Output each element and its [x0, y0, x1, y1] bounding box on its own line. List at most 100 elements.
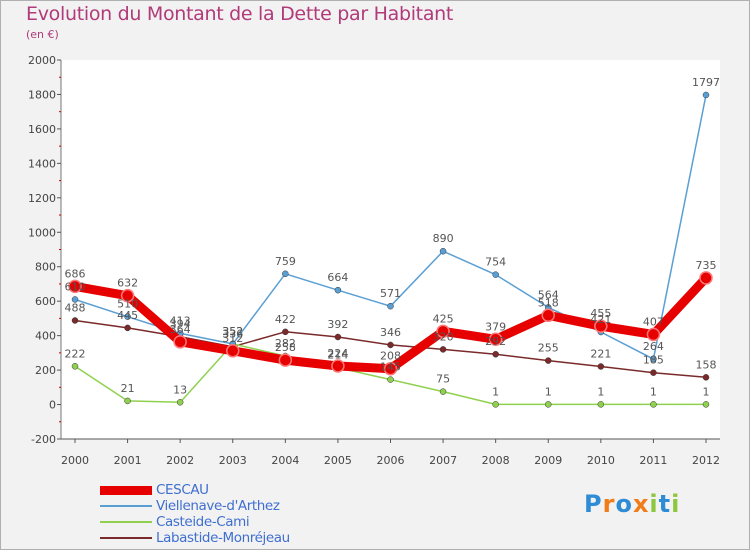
chart-title: Evolution du Montant de la Dette par Hab… — [26, 3, 454, 25]
data-point — [541, 308, 555, 323]
data-point — [278, 353, 293, 367]
legend-item-casteide: Casteide-Cami — [100, 514, 360, 530]
data-label: 145 — [380, 361, 401, 374]
data-label: 221 — [590, 347, 611, 360]
data-label: 686 — [65, 267, 86, 280]
logo-letter: o — [615, 490, 633, 518]
data-point — [702, 91, 710, 99]
chart-subtitle: (en €) — [26, 28, 59, 41]
legend-swatch-cescau — [100, 486, 152, 495]
data-point — [176, 399, 184, 406]
data-point — [124, 397, 131, 405]
y-tick-label: 1800 — [28, 88, 56, 101]
data-label: 1 — [597, 385, 604, 398]
x-tick-label: 2010 — [587, 454, 615, 467]
x-tick-label: 2006 — [377, 454, 405, 467]
data-point — [124, 313, 131, 320]
data-label: 407 — [643, 315, 664, 328]
y-tick-label: 1200 — [28, 192, 56, 205]
data-point — [331, 359, 345, 373]
legend: CESCAU Viellenave-d'Arthez Casteide-Cami… — [100, 482, 360, 546]
data-point — [282, 270, 289, 278]
data-label: 346 — [380, 326, 401, 339]
data-label: 336 — [222, 328, 243, 341]
data-label: 1 — [545, 385, 552, 398]
x-tick-label: 2007 — [429, 454, 457, 467]
data-label: 13 — [173, 383, 187, 396]
legend-label-casteide: Casteide-Cami — [156, 514, 250, 530]
data-label: 214 — [327, 349, 348, 362]
plot-area — [61, 60, 720, 439]
data-label: 1 — [703, 385, 710, 398]
data-label: 422 — [275, 313, 296, 326]
x-tick-label: 2009 — [534, 454, 562, 467]
proxiti-logo: Proxiti — [584, 490, 680, 518]
data-label: 1 — [650, 385, 657, 398]
data-point — [545, 401, 552, 408]
data-point — [71, 363, 79, 370]
data-label: 1797 — [692, 76, 720, 89]
legend-item-labastide: Labastide-Monréjeau — [100, 530, 360, 546]
data-point — [226, 344, 240, 358]
data-point — [68, 279, 82, 294]
data-label: 394 — [170, 318, 191, 331]
data-point — [387, 341, 394, 349]
data-label: 312 — [222, 332, 243, 345]
x-tick-label: 2004 — [271, 454, 299, 467]
y-tick-label: 200 — [35, 364, 56, 377]
data-point — [334, 286, 342, 294]
data-label: 21 — [121, 382, 135, 395]
y-tick-label: -200 — [31, 433, 56, 446]
data-point — [492, 271, 499, 278]
x-tick-label: 2001 — [114, 454, 142, 467]
data-label: 518 — [538, 296, 559, 309]
data-label: 425 — [433, 312, 454, 325]
y-tick-label: 1000 — [28, 226, 56, 239]
data-point — [71, 296, 79, 303]
data-label: 379 — [485, 320, 506, 333]
data-label: 455 — [590, 307, 611, 320]
data-label: 735 — [696, 259, 717, 272]
logo-letter: i — [649, 490, 659, 518]
data-point — [383, 361, 398, 376]
data-point — [439, 247, 447, 255]
x-tick-label: 2005 — [324, 454, 352, 467]
data-label: 1 — [492, 385, 499, 398]
data-label: 320 — [433, 330, 454, 343]
data-point — [702, 401, 710, 408]
data-label: 352 — [222, 325, 243, 338]
data-point — [439, 346, 447, 353]
data-label: 664 — [327, 271, 348, 284]
data-point — [124, 324, 131, 332]
data-point — [492, 350, 499, 358]
data-label: 224 — [327, 347, 348, 360]
data-label: 413 — [170, 314, 191, 327]
y-tick-label: 2000 — [28, 54, 56, 67]
data-label: 421 — [590, 313, 611, 326]
data-label: 564 — [538, 288, 559, 301]
data-point — [646, 327, 661, 342]
data-point — [334, 333, 342, 341]
data-point — [71, 317, 79, 324]
data-label: 445 — [117, 309, 138, 322]
data-point — [650, 355, 657, 363]
data-label: 510 — [117, 298, 138, 311]
data-point — [387, 376, 394, 383]
logo-letter: P — [584, 490, 603, 518]
data-point — [436, 324, 450, 339]
legend-label-labastide: Labastide-Monréjeau — [156, 530, 290, 546]
x-tick-label: 2012 — [692, 454, 720, 467]
data-point — [597, 363, 605, 370]
data-label: 610 — [65, 280, 86, 293]
x-tick-label: 2008 — [482, 454, 510, 467]
data-point — [492, 401, 499, 408]
data-point — [597, 401, 605, 408]
data-label: 158 — [696, 358, 717, 371]
x-tick-label: 2002 — [166, 454, 194, 467]
y-tick-label: 400 — [35, 330, 56, 343]
data-label: 255 — [538, 342, 559, 355]
data-label: 488 — [65, 301, 86, 314]
data-label: 392 — [327, 318, 348, 331]
data-label: 890 — [433, 232, 454, 245]
